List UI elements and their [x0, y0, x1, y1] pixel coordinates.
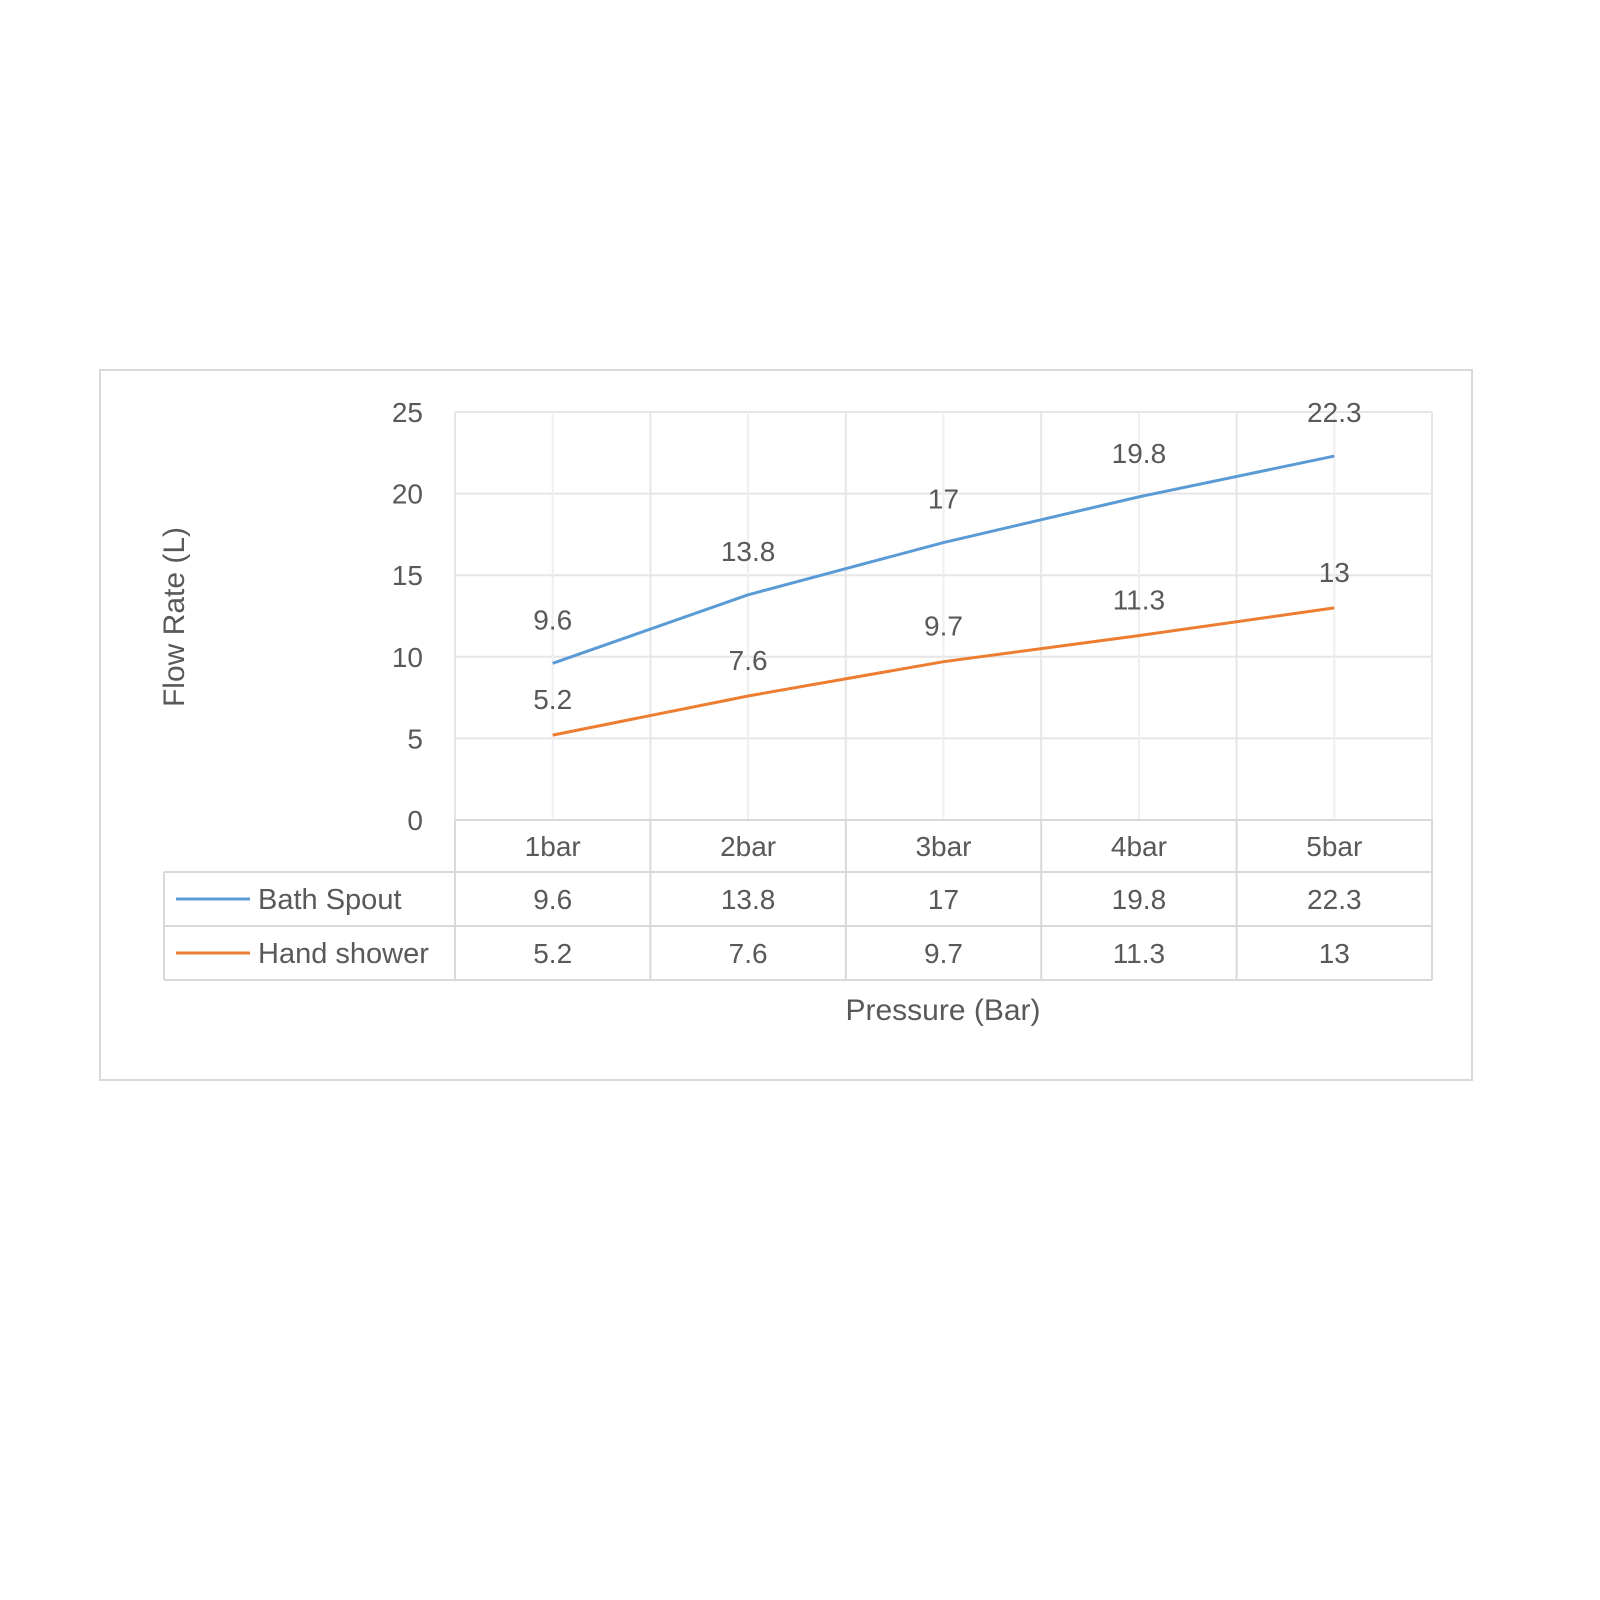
legend-label: Hand shower — [258, 938, 429, 970]
x-axis-title: Pressure (Bar) — [845, 994, 1040, 1027]
table-cell: 19.8 — [1112, 884, 1167, 915]
x-tick-label: 4bar — [1111, 831, 1167, 862]
table-cell: 13.8 — [721, 884, 776, 915]
series-line-hand-shower — [552, 606, 1335, 737]
y-tick-label: 25 — [392, 397, 423, 428]
data-label: 22.3 — [1307, 397, 1362, 428]
table-cell: 9.7 — [924, 938, 963, 969]
table-cell: 11.3 — [1113, 938, 1165, 969]
x-tick-label: 5bar — [1306, 831, 1362, 862]
table-cell: 5.2 — [533, 938, 572, 969]
x-tick-label: 2bar — [720, 831, 776, 862]
table-cell: 13 — [1319, 938, 1350, 969]
data-label: 13.8 — [721, 536, 776, 567]
y-tick-label: 15 — [392, 560, 423, 591]
data-label: 5.2 — [533, 684, 572, 715]
data-label: 17 — [928, 484, 959, 515]
y-tick-label: 10 — [392, 642, 423, 673]
chart-frame — [99, 369, 1473, 1081]
table-cell: 17 — [928, 884, 959, 915]
series-line-bath-spout — [552, 454, 1335, 665]
data-label: 11.3 — [1113, 585, 1165, 616]
x-tick-label: 3bar — [915, 831, 971, 862]
table-cell: 22.3 — [1307, 884, 1362, 915]
y-axis-title: Flow Rate (L) — [158, 527, 191, 707]
y-tick-label: 20 — [392, 479, 423, 510]
x-tick-label: 1bar — [525, 831, 581, 862]
data-label: 7.6 — [729, 645, 768, 676]
data-label: 13 — [1319, 557, 1350, 588]
y-tick-label: 5 — [407, 723, 423, 754]
data-label: 9.6 — [533, 604, 572, 635]
table-cell: 7.6 — [729, 938, 768, 969]
data-label: 19.8 — [1112, 438, 1167, 469]
table-cell: 9.6 — [533, 884, 572, 915]
legend-label: Bath Spout — [258, 884, 402, 916]
data-label: 9.7 — [924, 611, 963, 642]
y-tick-label: 0 — [407, 805, 423, 836]
